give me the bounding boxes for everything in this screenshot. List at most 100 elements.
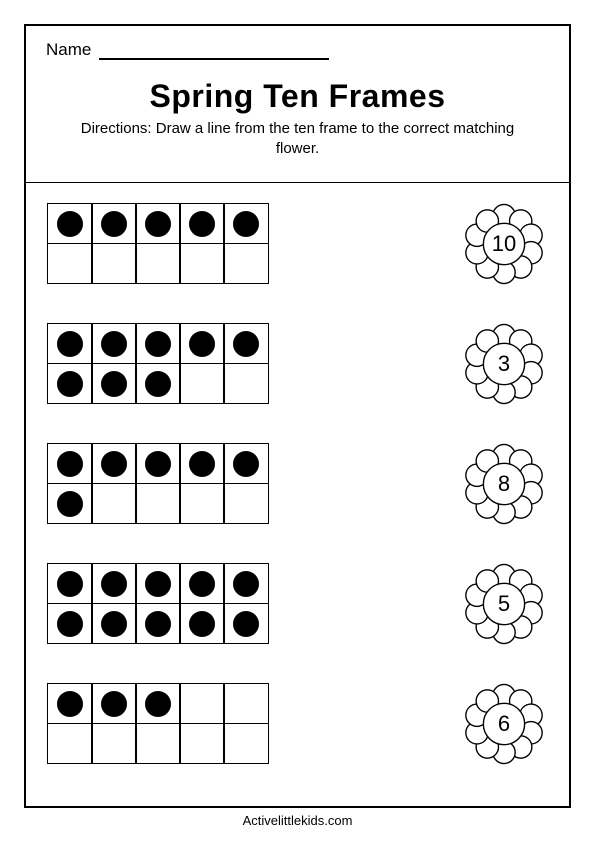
footer-credit: Activelittlekids.com (0, 813, 595, 828)
flower-number: 10 (492, 231, 516, 257)
ten-frame-cell (47, 203, 93, 245)
ten-frame-cell (223, 683, 269, 725)
ten-frame-cell (91, 243, 137, 285)
flower[interactable]: 10 (461, 201, 547, 287)
ten-frame-cell (91, 563, 137, 605)
ten-frame-cell (91, 603, 137, 645)
ten-frame-cell (135, 243, 181, 285)
ten-frame-cell (179, 363, 225, 405)
ten-frame-cell (135, 723, 181, 765)
ten-frame-cell (135, 483, 181, 525)
dot-icon (145, 211, 171, 237)
dot-icon (233, 571, 259, 597)
dot-icon (145, 451, 171, 477)
dot-icon (101, 691, 127, 717)
ten-frame-cell (47, 363, 93, 405)
dot-icon (189, 211, 215, 237)
ten-frame[interactable] (48, 324, 268, 404)
dot-icon (57, 571, 83, 597)
ten-frame-cell (47, 323, 93, 365)
ten-frame-cell (91, 363, 137, 405)
ten-frame-cell (223, 563, 269, 605)
ten-frame-cell (91, 323, 137, 365)
ten-frame-cell (47, 483, 93, 525)
ten-frame-cell (135, 363, 181, 405)
directions-text: Directions: Draw a line from the ten fra… (46, 119, 549, 160)
ten-frame-cell (179, 483, 225, 525)
dot-icon (101, 451, 127, 477)
dot-icon (233, 211, 259, 237)
dot-icon (57, 331, 83, 357)
ten-frame-cell (91, 483, 137, 525)
dot-icon (101, 211, 127, 237)
dot-icon (145, 571, 171, 597)
worksheet-page: Name Spring Ten Frames Directions: Draw … (24, 24, 571, 808)
name-label: Name (46, 40, 91, 60)
ten-frame-cell (47, 443, 93, 485)
dot-icon (189, 451, 215, 477)
name-input-line[interactable] (99, 44, 329, 60)
ten-frame-cell (179, 323, 225, 365)
ten-frame-cell (91, 203, 137, 245)
flower[interactable]: 3 (461, 321, 547, 407)
activity-row: 10 (48, 201, 547, 287)
ten-frame-cell (223, 243, 269, 285)
flower[interactable]: 6 (461, 681, 547, 767)
ten-frame-cell (223, 323, 269, 365)
ten-frame-cell (223, 443, 269, 485)
ten-frame-cell (135, 683, 181, 725)
ten-frame-cell (223, 603, 269, 645)
dot-icon (189, 611, 215, 637)
ten-frame[interactable] (48, 204, 268, 284)
activity-row: 3 (48, 321, 547, 407)
ten-frame-cell (135, 563, 181, 605)
ten-frame-cell (47, 563, 93, 605)
header: Name Spring Ten Frames Directions: Draw … (26, 26, 569, 182)
dot-icon (233, 611, 259, 637)
dot-icon (101, 571, 127, 597)
dot-icon (101, 331, 127, 357)
activity-row: 6 (48, 681, 547, 767)
ten-frame-cell (179, 563, 225, 605)
ten-frame-cell (223, 363, 269, 405)
activity-row: 5 (48, 561, 547, 647)
ten-frame[interactable] (48, 564, 268, 644)
flower-number: 8 (498, 471, 510, 497)
ten-frame-cell (47, 723, 93, 765)
ten-frame-cell (179, 443, 225, 485)
dot-icon (101, 611, 127, 637)
ten-frame[interactable] (48, 444, 268, 524)
flower[interactable]: 8 (461, 441, 547, 527)
ten-frame[interactable] (48, 684, 268, 764)
ten-frame-cell (179, 723, 225, 765)
name-row: Name (46, 40, 549, 60)
dot-icon (145, 691, 171, 717)
dot-icon (233, 451, 259, 477)
ten-frame-cell (135, 443, 181, 485)
ten-frame-cell (91, 683, 137, 725)
ten-frame-cell (47, 243, 93, 285)
dot-icon (57, 451, 83, 477)
ten-frame-cell (91, 443, 137, 485)
dot-icon (57, 211, 83, 237)
dot-icon (145, 331, 171, 357)
dot-icon (57, 491, 83, 517)
ten-frame-cell (179, 243, 225, 285)
ten-frame-cell (223, 483, 269, 525)
flower-number: 3 (498, 351, 510, 377)
dot-icon (57, 371, 83, 397)
dot-icon (189, 571, 215, 597)
ten-frame-cell (223, 203, 269, 245)
flower-number: 6 (498, 711, 510, 737)
flower[interactable]: 5 (461, 561, 547, 647)
ten-frame-cell (135, 323, 181, 365)
page-title: Spring Ten Frames (46, 78, 549, 115)
dot-icon (57, 611, 83, 637)
ten-frame-cell (135, 203, 181, 245)
activity-row: 8 (48, 441, 547, 527)
dot-icon (57, 691, 83, 717)
flower-number: 5 (498, 591, 510, 617)
activity-content: 10 3 8 5 6 (26, 183, 569, 787)
dot-icon (233, 331, 259, 357)
dot-icon (101, 371, 127, 397)
